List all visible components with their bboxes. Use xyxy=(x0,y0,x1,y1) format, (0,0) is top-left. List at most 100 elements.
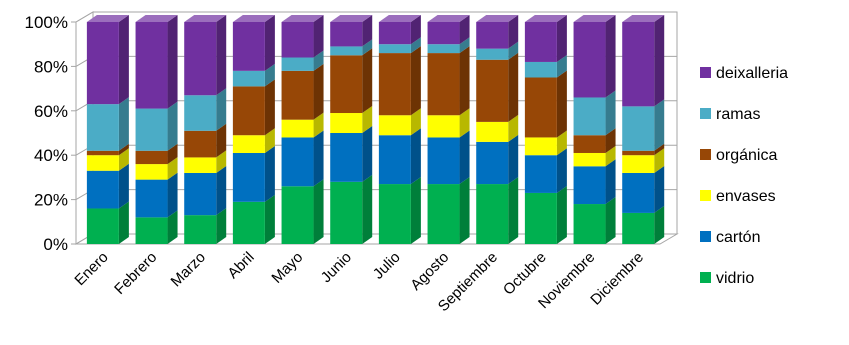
bar-front xyxy=(330,133,363,182)
bar-segment xyxy=(330,174,373,244)
bar-top xyxy=(427,15,470,22)
bar-side xyxy=(313,63,324,120)
bar-side xyxy=(264,145,275,202)
bar-front xyxy=(622,150,655,156)
bar-front xyxy=(330,181,363,244)
bar-front xyxy=(573,204,606,244)
bar-front xyxy=(573,22,606,98)
bar-segment xyxy=(184,208,227,244)
x-axis-category-labels: Enero Febrero Marzo Abril Mayo Junio Julio Agos… xyxy=(71,249,647,315)
bar-segment xyxy=(573,15,616,98)
bar-stack xyxy=(232,15,275,244)
bar-side xyxy=(313,179,324,244)
bar-front xyxy=(86,155,119,171)
bar-front xyxy=(281,70,314,120)
bar-side xyxy=(313,50,324,71)
bar-side xyxy=(459,130,470,185)
y-axis-tick-labels: 0% 20% 40% 60% 80% 100% xyxy=(25,13,68,254)
bar-front xyxy=(524,61,557,78)
bar-segment xyxy=(281,130,324,187)
bar-segment xyxy=(476,177,519,244)
y-tick-label: 20% xyxy=(34,191,68,210)
bar-side xyxy=(556,15,567,62)
bar-segment xyxy=(524,15,567,62)
bar-front xyxy=(232,135,265,153)
bar-front xyxy=(232,152,265,202)
bar-side xyxy=(264,15,275,71)
bar-segment xyxy=(135,101,178,151)
bar-front xyxy=(427,53,460,116)
bar-side xyxy=(264,63,275,87)
bar-front xyxy=(524,137,557,156)
bar-front xyxy=(573,166,606,205)
bar-front xyxy=(427,184,460,244)
x-category-label: Julio xyxy=(370,249,404,283)
bar-top xyxy=(135,15,178,22)
bar-side xyxy=(508,52,519,122)
bar-side xyxy=(410,108,421,136)
bar-segment xyxy=(232,63,275,87)
bar-front xyxy=(135,150,168,165)
bar-stack xyxy=(184,15,227,244)
bar-front xyxy=(184,95,217,131)
bar-front xyxy=(378,115,411,136)
bar-stack xyxy=(622,15,665,244)
bar-front xyxy=(330,113,363,133)
bar-front xyxy=(524,77,557,138)
bar-segment xyxy=(524,54,567,78)
bar-front xyxy=(184,215,217,244)
bar-side xyxy=(216,208,227,244)
bar-side xyxy=(459,108,470,138)
bar-segment xyxy=(232,128,275,153)
bar-side xyxy=(654,205,665,244)
bar-segment xyxy=(524,130,567,156)
bar-side xyxy=(410,177,421,244)
bar-segment xyxy=(281,15,324,58)
bar-front xyxy=(427,137,460,185)
bar-stack xyxy=(476,15,519,244)
bar-segment xyxy=(184,150,227,173)
legend-entry: envases xyxy=(700,188,776,205)
bar-segment xyxy=(622,148,665,173)
bar-segment xyxy=(86,15,129,105)
bar-segment xyxy=(86,97,129,151)
bar-front xyxy=(476,184,509,244)
legend-label: orgánica xyxy=(716,147,777,164)
bar-front xyxy=(232,22,265,71)
bar-side xyxy=(167,210,178,244)
bar-side xyxy=(118,163,129,209)
bar-segment xyxy=(622,15,665,107)
bar-segment xyxy=(476,52,519,122)
bar-segment xyxy=(330,126,373,182)
bar-segment xyxy=(622,143,665,156)
bar-front xyxy=(427,115,460,138)
bar-segment xyxy=(281,50,324,71)
bar-side xyxy=(654,99,665,151)
bar-side xyxy=(264,194,275,244)
bar-segment xyxy=(378,108,421,136)
bar-front xyxy=(524,192,557,244)
bar-stack xyxy=(427,15,470,244)
legend-entry: ramas xyxy=(700,106,760,123)
bar-front xyxy=(135,217,168,244)
bar-segment xyxy=(135,15,178,109)
bar-side xyxy=(216,165,227,216)
bar-segment xyxy=(232,15,275,71)
bar-side xyxy=(362,48,373,114)
bar-segment xyxy=(427,130,470,185)
bar-side xyxy=(410,37,421,54)
legend-entry: cartón xyxy=(700,229,760,246)
bar-front xyxy=(378,184,411,244)
bar-side xyxy=(313,112,324,138)
bar-side xyxy=(556,70,567,138)
bar-segment xyxy=(330,15,373,47)
bar-side xyxy=(410,46,421,116)
bar-segment xyxy=(573,159,616,205)
bar-segment xyxy=(330,39,373,56)
bar-segment xyxy=(378,46,421,116)
bar-segment xyxy=(427,15,470,45)
bar-segment xyxy=(281,112,324,138)
bar-segment xyxy=(622,99,665,151)
bar-side xyxy=(410,128,421,185)
bar-front xyxy=(427,22,460,45)
